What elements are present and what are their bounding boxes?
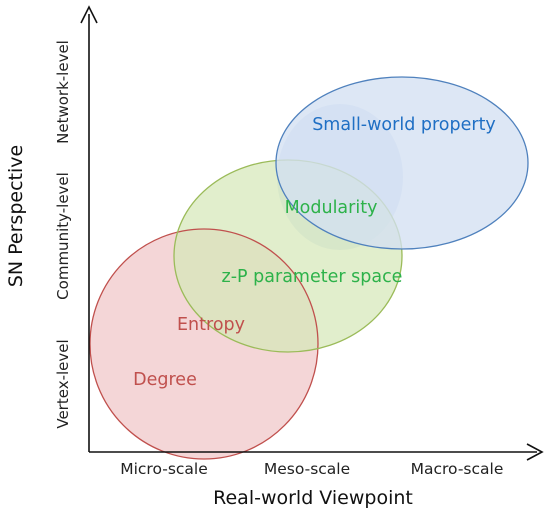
y-axis-title: SN Perspective	[5, 145, 27, 287]
x-tick-macro: Macro-scale	[411, 460, 504, 478]
y-axis-arrowhead	[80, 5, 98, 24]
x-tick-meso: Meso-scale	[264, 460, 350, 478]
x-tick-micro: Micro-scale	[120, 460, 208, 478]
label-z-p-parameter-space: z-P parameter space	[222, 267, 403, 287]
label-entropy: Entropy	[177, 315, 245, 335]
y-tick-network: Network-level	[54, 40, 72, 144]
vertex-level-circle-outline	[89, 228, 319, 460]
network-level-circle-fill	[276, 77, 528, 249]
x-axis-title: Real-world Viewpoint	[213, 487, 413, 509]
label-small-world-property: Small-world property	[312, 115, 496, 135]
network-level-circle-outline	[275, 76, 529, 250]
label-modularity: Modularity	[285, 198, 378, 218]
x-axis-arrowhead	[526, 443, 544, 461]
y-tick-vertex: Vertex-level	[54, 339, 72, 428]
label-degree: Degree	[133, 370, 197, 390]
y-tick-community: Community-level	[54, 172, 72, 300]
